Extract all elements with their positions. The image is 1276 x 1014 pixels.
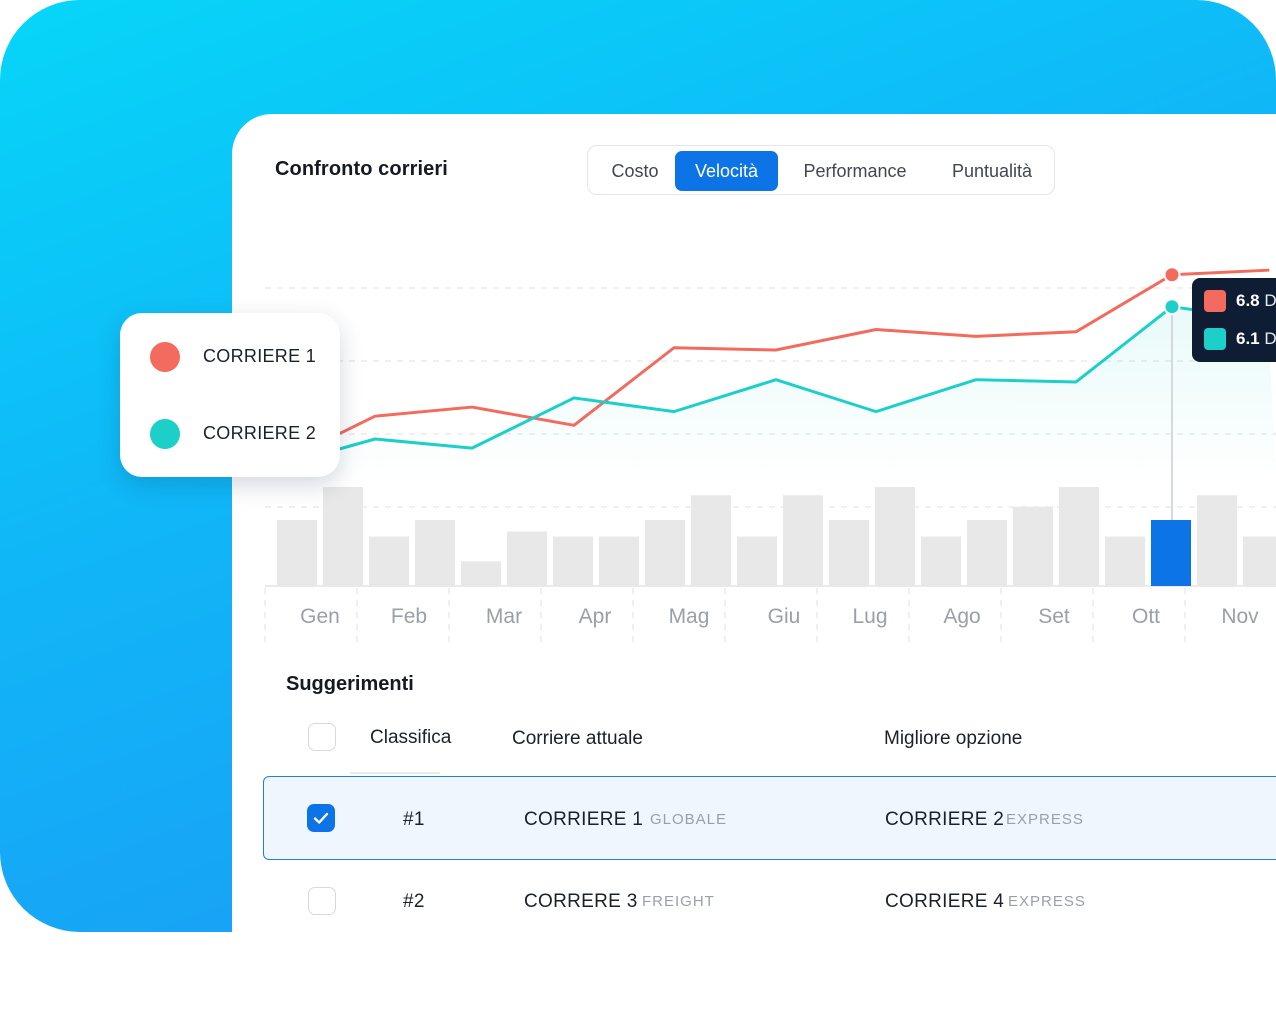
bar-2 — [369, 536, 409, 586]
row-1-best-carrier: CORRIERE 2 — [885, 809, 1005, 830]
row-1-rank: #1 — [403, 809, 425, 830]
x-label-lug: Lug — [852, 605, 887, 628]
bar-18 — [1105, 536, 1145, 586]
x-label-set: Set — [1038, 605, 1070, 628]
rank-sort-indicator — [350, 772, 440, 774]
x-label-giu: Giu — [768, 605, 801, 628]
legend-dot — [150, 342, 180, 372]
row-2-current-tag: FREIGHT — [642, 893, 715, 910]
bar-21 — [1243, 536, 1276, 586]
suggestions-title: Suggerimenti — [286, 673, 414, 695]
row-1-current-carrier: CORRIERE 1 — [524, 809, 644, 830]
legend-label: CORRIERE 1 — [203, 346, 317, 366]
bar-13 — [875, 487, 915, 586]
series-2-area — [255, 306, 1276, 480]
bar-12 — [829, 520, 869, 586]
bar-7 — [599, 536, 639, 586]
x-label-nov: Nov — [1221, 605, 1259, 628]
panel-title: Confronto corrieri — [275, 158, 448, 180]
x-label-ago: Ago — [943, 605, 980, 628]
bar-8 — [645, 520, 685, 586]
column-header-best[interactable]: Migliore opzione — [884, 728, 1023, 749]
tab-group: Costo Velocità Performance Puntualità — [587, 145, 1055, 195]
series-lines — [253, 266, 1270, 520]
x-label-gen: Gen — [300, 605, 340, 628]
tooltip-swatch — [1204, 290, 1226, 312]
x-label-ott: Ott — [1132, 605, 1160, 628]
bar-4 — [461, 561, 501, 586]
row-1-checkbox[interactable] — [307, 804, 335, 832]
bar-15 — [967, 520, 1007, 586]
bar-9 — [691, 495, 731, 586]
x-axis-labels: Gen Feb Mar Apr Mag Giu Lug Ago Set Ott Nov — [300, 605, 1259, 628]
series-line-2 — [253, 305, 1270, 475]
chart-legend: CORRIERE 1 CORRIERE 2 — [120, 313, 340, 477]
bar-11 — [783, 495, 823, 586]
x-label-mag: Mag — [669, 605, 710, 628]
select-all-checkbox[interactable] — [308, 723, 336, 751]
legend-dot — [150, 419, 180, 449]
bar-1 — [323, 487, 363, 586]
bar-14 — [921, 536, 961, 586]
table-row-1[interactable] — [263, 776, 1276, 860]
tooltip-unit: D — [1264, 329, 1276, 348]
row-2-rank: #2 — [403, 891, 425, 912]
tooltip-value: 6.8 — [1236, 291, 1260, 310]
x-label-apr: Apr — [579, 605, 612, 628]
chart-tooltip: 6.8 D 6.1 D — [1192, 278, 1276, 362]
bar-10 — [737, 536, 777, 586]
chart-bars — [277, 487, 1276, 586]
legend-label: CORRIERE 2 — [203, 423, 317, 443]
column-header-current[interactable]: Corriere attuale — [512, 728, 643, 749]
bar-20 — [1197, 495, 1237, 586]
x-label-mar: Mar — [486, 605, 522, 628]
x-label-feb: Feb — [391, 605, 427, 628]
row-2-checkbox[interactable] — [308, 887, 336, 915]
row-2-best-carrier: CORRIERE 4 — [885, 891, 1005, 912]
tooltip-unit: D — [1264, 291, 1276, 310]
bar-0 — [277, 520, 317, 586]
tab-velocita[interactable]: Velocità — [675, 151, 778, 191]
tab-puntualita[interactable]: Puntualità — [951, 161, 1033, 181]
column-header-rank[interactable]: Classifica — [370, 727, 452, 748]
hover-point-2[interactable] — [1163, 298, 1181, 316]
hover-point-1[interactable] — [1163, 266, 1181, 284]
series-line-1 — [253, 268, 1270, 473]
row-1-current-tag: GLOBALE — [650, 811, 728, 828]
tooltip-value: 6.1 — [1236, 329, 1260, 348]
bar-5 — [507, 531, 547, 586]
bar-16 — [1013, 506, 1053, 586]
row-2-current-carrier: CORRERE 3 — [524, 891, 638, 912]
bar-6 — [553, 536, 593, 586]
bar-19 — [1151, 520, 1191, 586]
tab-performance[interactable]: Performance — [803, 161, 907, 181]
tooltip-swatch — [1204, 328, 1226, 350]
speed-chart: Gen Feb Mar Apr Mag Giu Lug Ago Set Ott Nov — [253, 266, 1276, 645]
row-2-best-tag: EXPRESS — [1008, 893, 1086, 910]
tab-costo[interactable]: Costo — [611, 161, 659, 181]
series-area — [255, 306, 1276, 480]
row-1-best-tag: EXPRESS — [1006, 811, 1084, 828]
bar-3 — [415, 520, 455, 586]
check-icon — [313, 812, 328, 824]
bar-17 — [1059, 487, 1099, 586]
